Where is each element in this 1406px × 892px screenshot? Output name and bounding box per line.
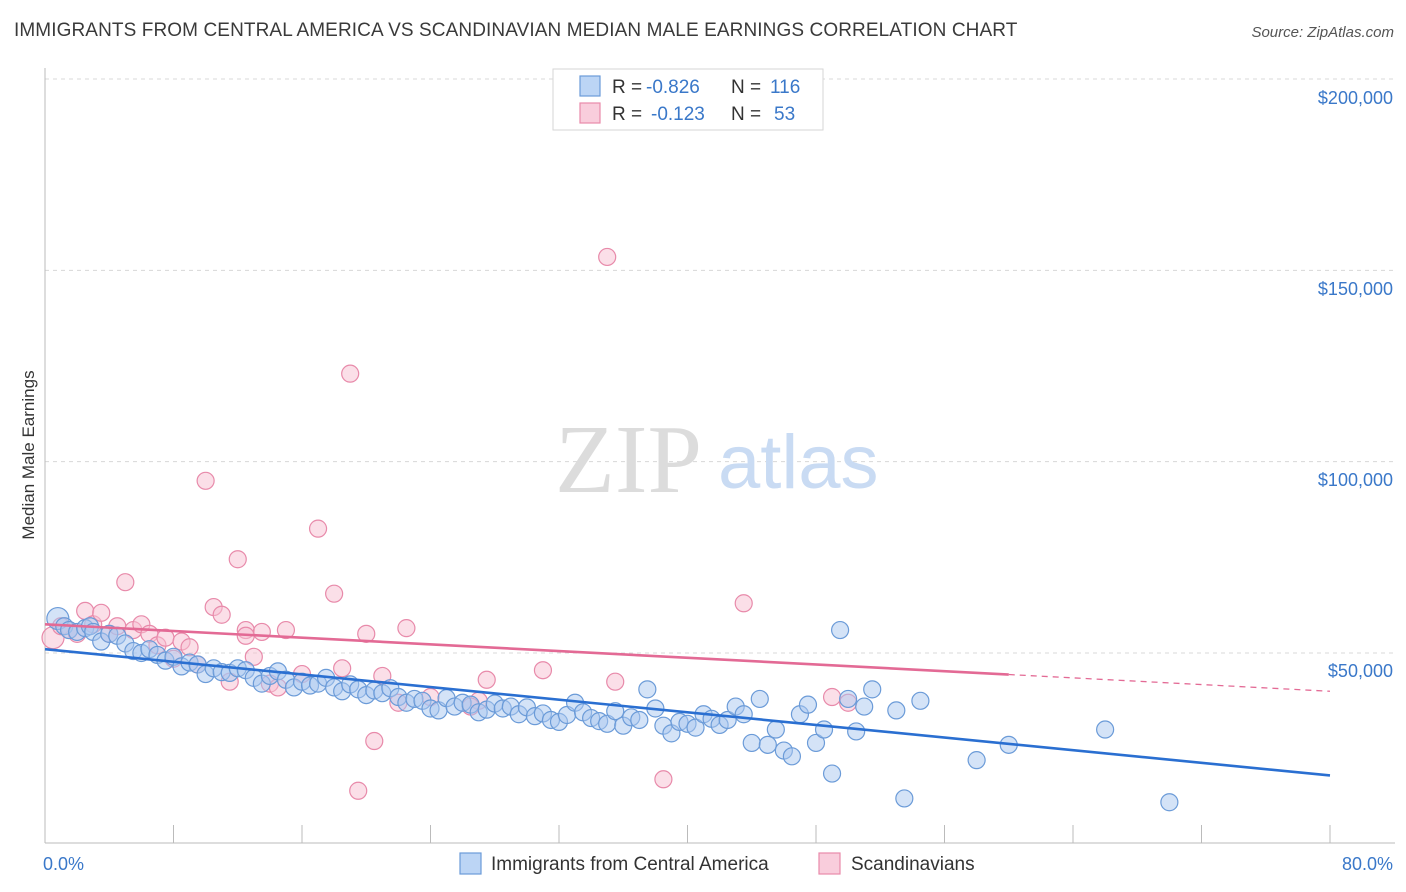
legend-n-value: 116 [770, 77, 800, 98]
central-america-point [887, 701, 906, 720]
chart-title: IMMIGRANTS FROM CENTRAL AMERICA VS SCAND… [14, 20, 1018, 41]
central-america-point [863, 680, 882, 699]
watermark-zip: ZIP [555, 406, 702, 514]
scandinavians-trend-line [44, 623, 1009, 676]
bottom-legend-swatch-blue [459, 852, 482, 875]
y-tick-label: $50,000 [1328, 661, 1393, 681]
scandinavians-point [822, 687, 842, 707]
central-america-point [798, 695, 818, 714]
legend-swatch-pink [579, 102, 601, 124]
scandinavians-point [654, 770, 673, 789]
y-tick-label: $150,000 [1318, 279, 1393, 299]
central-america-point [822, 764, 842, 783]
central-america-point [758, 735, 777, 754]
watermark: ZIP atlas [555, 406, 879, 514]
series-central-america [46, 606, 1179, 812]
scandinavians-point [349, 781, 368, 800]
scandinavians-point [397, 619, 416, 638]
scandinavians-point [333, 659, 352, 678]
central-america-point [839, 689, 858, 709]
trend-lines [44, 623, 1331, 777]
central-america-point [782, 747, 802, 766]
scandinavians-point [276, 620, 296, 640]
legend-swatch-blue [579, 75, 601, 97]
scandinavians-point [606, 672, 625, 691]
scandinavians-point [533, 661, 553, 680]
central-america-point [1160, 793, 1179, 812]
source-label: Source: ZipAtlas.com [1251, 24, 1394, 41]
bottom-legend: Immigrants from Central America Scandina… [459, 852, 975, 875]
central-america-point [686, 718, 705, 737]
legend-r-label: R = [612, 104, 642, 125]
x-tick-label: 80.0% [1342, 854, 1393, 874]
scandinavians-point [365, 731, 384, 751]
scandinavians-point [244, 647, 263, 666]
bottom-legend-swatch-pink [818, 852, 841, 875]
scandinavians-point [92, 603, 111, 622]
central-america-point [847, 722, 866, 741]
central-america-point [630, 710, 649, 730]
scandinavians-point [357, 624, 376, 643]
central-america-point [967, 751, 986, 770]
legend-r-label: R = [612, 77, 642, 98]
scandinavians-trend-extension [1008, 673, 1331, 692]
scandinavians-point [212, 605, 231, 624]
scandinavians-point [341, 364, 360, 383]
bottom-legend-label: Scandinavians [851, 854, 975, 875]
grid [45, 78, 1395, 654]
legend-r-value: -0.123 [651, 104, 705, 125]
axes [44, 68, 1395, 844]
central-america-point [814, 720, 834, 739]
legend-n-label: N = [731, 104, 761, 125]
central-america-point [766, 720, 785, 739]
central-america-point [895, 789, 914, 808]
central-america-point [911, 691, 930, 710]
legend-n-label: N = [731, 77, 761, 98]
scandinavians-point [180, 638, 199, 657]
scandinavians-point [308, 519, 328, 538]
central-america-point [750, 689, 769, 709]
central-america-point [734, 705, 753, 724]
bottom-legend-label: Immigrants from Central America [491, 854, 769, 875]
central-america-point [830, 620, 850, 640]
watermark-atlas: atlas [718, 420, 879, 505]
central-america-point [742, 733, 761, 753]
central-america-point [806, 733, 826, 753]
y-tick-label: $200,000 [1318, 88, 1393, 108]
central-america-trend-line [44, 647, 1331, 777]
scandinavians-point [116, 573, 135, 592]
legend-n-value: 53 [774, 104, 795, 125]
scandinavians-point [477, 670, 496, 689]
central-america-point [1096, 720, 1115, 739]
x-tick-label: 0.0% [43, 854, 84, 874]
central-america-point [855, 697, 874, 716]
y-axis-title: Median Male Earnings [19, 370, 38, 539]
central-america-point [638, 680, 657, 699]
scandinavians-point [196, 471, 215, 490]
scandinavians-point [598, 247, 617, 267]
scandinavians-point [252, 622, 271, 642]
scandinavians-point [228, 550, 247, 569]
legend-r-value: -0.826 [646, 77, 700, 98]
top-legend: R = -0.826 N = 116 R = -0.123 N = 53 [552, 68, 824, 131]
y-tick-label: $100,000 [1318, 470, 1393, 490]
scandinavians-point [325, 584, 344, 603]
scandinavians-point [734, 594, 753, 613]
